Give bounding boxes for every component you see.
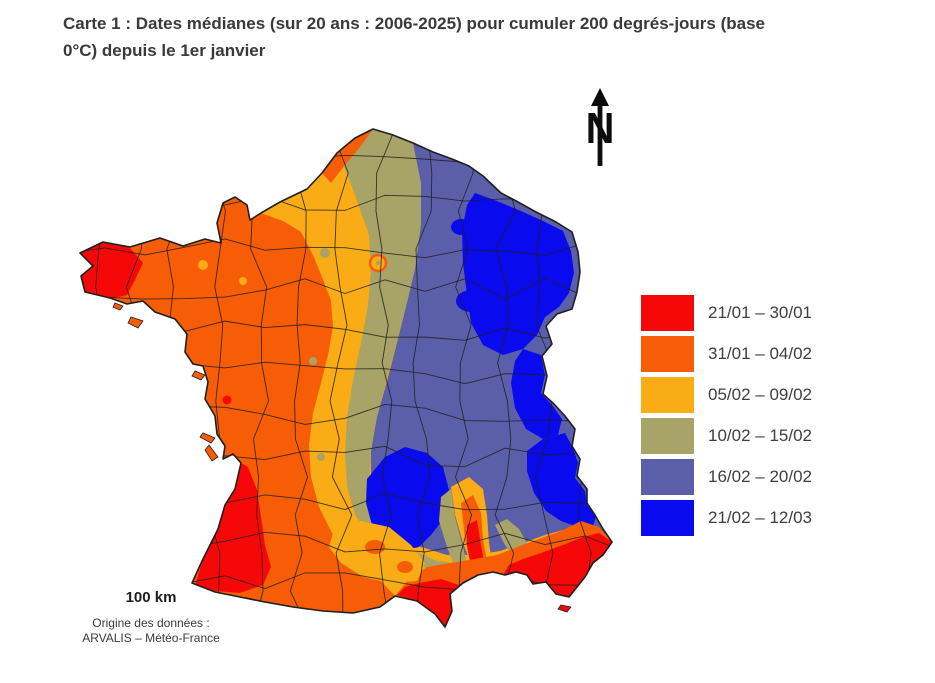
- zone-yellow-spot-bretagne1: [198, 260, 208, 270]
- svg-text:N: N: [586, 103, 615, 152]
- legend-label-0: 21/01 – 30/01: [708, 303, 812, 322]
- zone-paris-olive-center: [375, 260, 381, 266]
- map-legend: 21/01 – 30/01 31/01 – 04/02 05/02 – 09/02 1…: [641, 295, 812, 541]
- zone-blue-jura: [511, 349, 562, 439]
- north-arrow-icon: N: [586, 88, 615, 166]
- island-belle-ile: [127, 316, 144, 329]
- zone-paris-orange-ring: [368, 253, 388, 273]
- zone-olive-center: [343, 129, 509, 591]
- choropleth-zones: [80, 129, 612, 627]
- zone-orange-nord-coast: [322, 129, 373, 183]
- legend-row-2: 05/02 – 09/02: [641, 377, 812, 413]
- coastal-islands: [112, 302, 572, 613]
- legend-row-3: 10/02 – 15/02: [641, 418, 812, 454]
- france-outline: [79, 128, 613, 628]
- legend-row-0: 21/01 – 30/01: [641, 295, 812, 331]
- zone-olive-spot1: [320, 248, 330, 258]
- legend-swatch-4: [641, 459, 694, 495]
- legend-row-4: 16/02 – 20/02: [641, 459, 812, 495]
- map-title: Carte 1 : Dates médianes (sur 20 ans : 2…: [63, 10, 911, 64]
- island-oleron: [204, 444, 219, 462]
- scale-label: 100 km: [125, 589, 177, 606]
- legend-label-3: 10/02 – 15/02: [708, 426, 812, 445]
- map-footer: 100 km Origine des données : ARVALIS – M…: [70, 589, 232, 646]
- zone-orange-west: [80, 197, 395, 613]
- zone-olive-spot3: [317, 453, 325, 461]
- source-line1: Origine des données :: [92, 616, 210, 630]
- zone-blue-champagne: [451, 219, 471, 235]
- zone-red-provence-coast: [503, 533, 612, 597]
- zone-red-roussillon: [397, 579, 459, 627]
- island-hyeres: [557, 604, 572, 613]
- island-noirmoutier: [191, 370, 206, 381]
- zone-orange-spot-tarn: [397, 561, 413, 573]
- island-re: [199, 432, 216, 444]
- legend-swatch-2: [641, 377, 694, 413]
- legend-swatch-1: [641, 336, 694, 372]
- source-line2: ARVALIS – Météo-France: [82, 631, 220, 645]
- legend-label-5: 21/02 – 12/03: [708, 508, 812, 527]
- legend-swatch-3: [641, 418, 694, 454]
- zone-olive-spot2: [309, 357, 317, 365]
- legend-row-1: 31/01 – 04/02: [641, 336, 812, 372]
- zone-orange-spot-gers: [365, 540, 385, 554]
- legend-swatch-0: [641, 295, 694, 331]
- zone-red-spot-vendee: [222, 395, 232, 405]
- legend-row-5: 21/02 – 12/03: [641, 500, 812, 536]
- zone-yellow-spot-bretagne2: [239, 277, 247, 285]
- island-groix: [112, 302, 124, 311]
- france-choropleth-map: [79, 128, 613, 628]
- legend-label-2: 05/02 – 09/02: [708, 385, 812, 404]
- zone-blue-northeast: [462, 193, 574, 355]
- zone-red-landes: [195, 463, 271, 593]
- legend-label-4: 16/02 – 20/02: [708, 467, 812, 486]
- map-title-line1: Carte 1 : Dates médianes (sur 20 ans : 2…: [63, 14, 766, 33]
- legend-label-1: 31/01 – 04/02: [708, 344, 812, 363]
- zone-red-rhone-corridor: [467, 520, 485, 567]
- map-title-line2: 0°C) depuis le 1er janvier: [63, 41, 266, 60]
- legend-swatch-5: [641, 500, 694, 536]
- zone-slate-spot: [421, 247, 433, 259]
- zone-blue-morvan: [456, 290, 486, 312]
